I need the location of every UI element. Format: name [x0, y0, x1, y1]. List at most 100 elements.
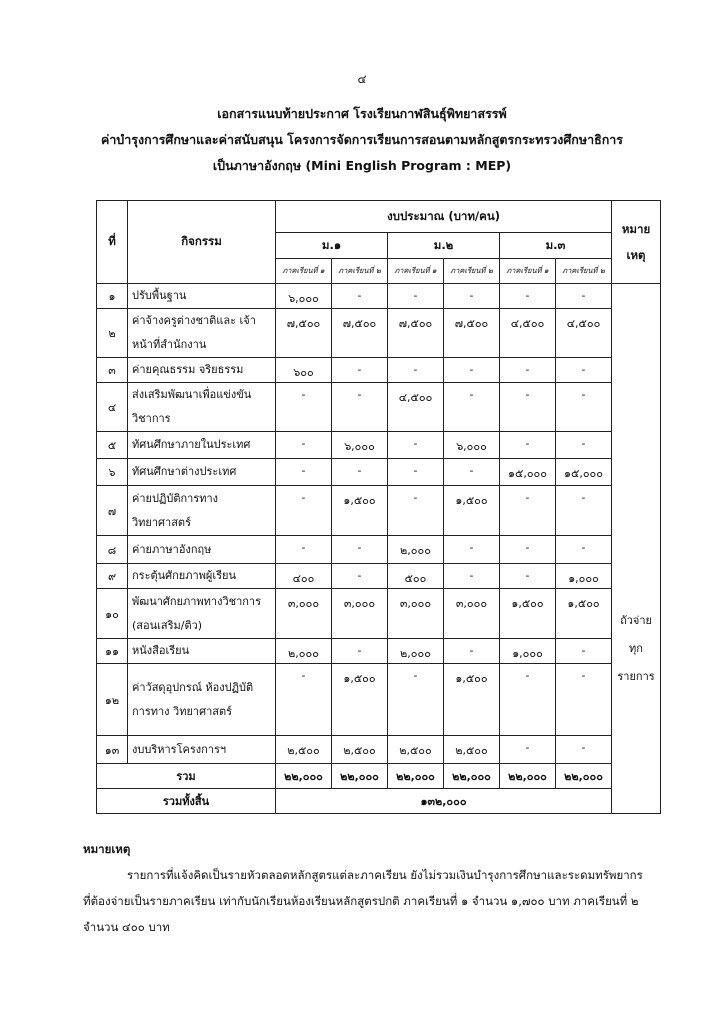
total-value: ๒๒,๐๐๐: [443, 763, 500, 789]
budget-table: ที่ กิจกรรม งบประมาณ (บาท/คน) หมาย เหตุ …: [96, 200, 662, 814]
notes-heading: หมายเหตุ: [83, 842, 131, 856]
table-row: ๙กระตุ้นศักยภาพผู้เรียน ๔๐๐-๕๐๐- -๑,๐๐๐: [96, 563, 661, 589]
budget-value: -: [499, 485, 556, 536]
budget-value: -: [554, 535, 613, 564]
header-activity: กิจกรรม: [127, 200, 276, 284]
budget-value: -: [499, 563, 556, 589]
row-number: ๕: [96, 431, 128, 459]
budget-value: -: [275, 485, 332, 536]
total-value: ๒๒,๐๐๐: [331, 763, 388, 789]
budget-value: ๗,๕๐๐: [331, 308, 388, 358]
table-row: ๔ส่งเสริมพัฒนาเพื่อแข่งขัน วิชาการ - -๔,๕๐…: [96, 382, 661, 432]
budget-value: -: [499, 283, 556, 309]
row-number: ๒: [96, 308, 128, 358]
budget-value: ๔,๕๐๐: [554, 308, 613, 358]
budget-value: ๕๐๐: [387, 563, 444, 589]
budget-value: ๑๕,๐๐๐: [499, 458, 556, 486]
budget-value: -: [499, 535, 556, 564]
budget-value: ๒,๐๐๐: [275, 638, 332, 664]
budget-value: -: [387, 431, 444, 459]
budget-value: ๓,๐๐๐: [387, 588, 444, 639]
row-number: ๑๒: [96, 663, 128, 736]
budget-value: ๑,๐๐๐: [499, 638, 556, 664]
grand-total-row: รวมทั้งสิ้น ๑๓๒,๐๐๐: [96, 788, 661, 814]
budget-value: ๓,๐๐๐: [275, 588, 332, 639]
budget-value: -: [499, 382, 556, 432]
notes-line: จำนวน ๔๐๐ บาท: [83, 920, 170, 934]
budget-value: -: [443, 563, 500, 589]
budget-value: ๒,๕๐๐: [443, 735, 500, 764]
budget-value: ๒,๕๐๐: [331, 735, 388, 764]
row-number: ๑๑: [96, 638, 128, 664]
grand-total-value: ๑๓๒,๐๐๐: [274, 788, 613, 814]
activity-name: ปรับพื้นฐาน: [127, 283, 276, 309]
budget-value: -: [554, 431, 613, 459]
budget-value: ๓,๐๐๐: [331, 588, 388, 639]
table-row: ๑ปรับพื้นฐาน ๖,๐๐๐- - - - - ถัวจ่าย ทุก รายการ: [96, 283, 662, 814]
table-row: ๑๒ ค่าวัสดุอุปกรณ์ ห้องปฏิบัติการทาง วิทย…: [96, 663, 661, 736]
header-semester: ภาคเรียนที่ ๑: [275, 258, 332, 284]
budget-value: -: [443, 382, 500, 432]
activity-name: ค่ายปฏิบัติการทาง วิทยาศาสตร์: [127, 485, 276, 536]
table-row: ๕ทัศนศึกษาภายในประเทศ -๖,๐๐๐-๖,๐๐๐- -: [96, 431, 661, 459]
total-row: รวม ๒๒,๐๐๐ ๒๒,๐๐๐ ๒๒,๐๐๐ ๒๒,๐๐๐ ๒๒,๐๐๐ ๒๒,๐๐๐: [96, 763, 661, 789]
table-row: ๗ค่ายปฏิบัติการทาง วิทยาศาสตร์ -๑,๕๐๐-๑,๕…: [96, 485, 661, 536]
row-number: ๔: [96, 382, 128, 432]
notes-line: รายการที่แจ้งคิดเป็นรายหัวตลอดหลักสูตรแต…: [127, 868, 643, 882]
budget-value: -: [443, 638, 500, 664]
activity-name: พัฒนาศักยภาพทางวิชาการ (สอนเสริม/ติว): [127, 588, 276, 639]
activity-name: ทัศนศึกษาภายในประเทศ: [127, 431, 276, 459]
budget-value: -: [499, 735, 556, 764]
budget-value: ๒,๐๐๐: [387, 535, 444, 564]
activity-name: กระตุ้นศักยภาพผู้เรียน: [127, 563, 276, 589]
activity-name: ทัศนศึกษาต่างประเทศ: [127, 458, 276, 486]
activity-name: ค่าวัสดุอุปกรณ์ ห้องปฏิบัติการทาง วิทยาศ…: [127, 663, 276, 736]
budget-value: ๖๐๐: [275, 357, 332, 383]
budget-value: -: [499, 357, 556, 383]
activity-name: งบบริหารโครงการฯ: [127, 735, 276, 764]
budget-value: -: [443, 535, 500, 564]
header-semester: ภาคเรียนที่ ๒: [331, 258, 388, 284]
budget-value: -: [554, 382, 613, 432]
budget-value: -: [387, 283, 444, 309]
total-value: ๒๒,๐๐๐: [275, 763, 332, 789]
budget-value: -: [331, 357, 388, 383]
budget-value: -: [499, 663, 556, 736]
budget-value: -: [387, 485, 444, 536]
table-row: ๑๓ งบบริหารโครงการฯ ๒,๕๐๐ ๒,๕๐๐ ๒,๕๐๐ ๒,๕๐๐- -: [96, 735, 661, 764]
budget-value: ๗,๕๐๐: [275, 308, 332, 358]
document-title-line-1: เอกสารแนบท้ายประกาศ โรงเรียนกาฬสินธุ์พิท…: [217, 106, 507, 121]
budget-value: ๔,๕๐๐: [387, 382, 444, 432]
row-number: ๓: [96, 357, 128, 383]
budget-value: -: [331, 638, 388, 664]
grand-total-label: รวมทั้งสิ้น: [96, 788, 276, 814]
document-title-line-2: ค่าบำรุงการศึกษาและค่าสนับสนุน โครงการจั…: [100, 132, 624, 147]
budget-value: ๖,๐๐๐: [443, 431, 500, 459]
row-number: ๙: [96, 563, 128, 589]
row-number: ๑๐: [96, 588, 128, 639]
budget-value: ๒,๕๐๐: [387, 735, 444, 764]
header-grade-1: ม.๑: [275, 232, 388, 259]
budget-value: -: [554, 357, 613, 383]
budget-value: ๑,๕๐๐: [443, 485, 500, 536]
budget-value: -: [331, 382, 388, 432]
activity-name: ค่ายคุณธรรม จริยธรรม: [127, 357, 276, 383]
table-row: ๓ค่ายคุณธรรม จริยธรรม ๖๐๐- - - - -: [96, 357, 661, 383]
budget-value: ๑,๕๐๐: [331, 485, 388, 536]
header-grade-2: ม.๒: [387, 232, 500, 259]
budget-value: -: [331, 283, 388, 309]
budget-value: ๒,๐๐๐: [387, 638, 444, 664]
budget-value: ๑,๕๐๐: [331, 663, 388, 736]
budget-value: -: [275, 535, 332, 564]
notes-section: หมายเหตุ รายการที่แจ้งคิดเป็นรายหัวตลอดห…: [83, 836, 643, 940]
budget-value: ๔,๕๐๐: [499, 308, 556, 358]
budget-value: ๑,๕๐๐: [499, 588, 556, 639]
budget-value: -: [443, 458, 500, 486]
total-label: รวม: [96, 763, 276, 789]
budget-value: -: [443, 357, 500, 383]
activity-name: ค่ายภาษาอังกฤษ: [127, 535, 276, 564]
header-semester: ภาคเรียนที่ ๑: [499, 258, 556, 284]
header-budget: งบประมาณ (บาท/คน): [274, 200, 613, 233]
budget-value: -: [331, 563, 388, 589]
table-row: ๖ทัศนศึกษาต่างประเทศ - - - -๑๕,๐๐๐ ๑๕,๐๐๐: [96, 458, 661, 486]
